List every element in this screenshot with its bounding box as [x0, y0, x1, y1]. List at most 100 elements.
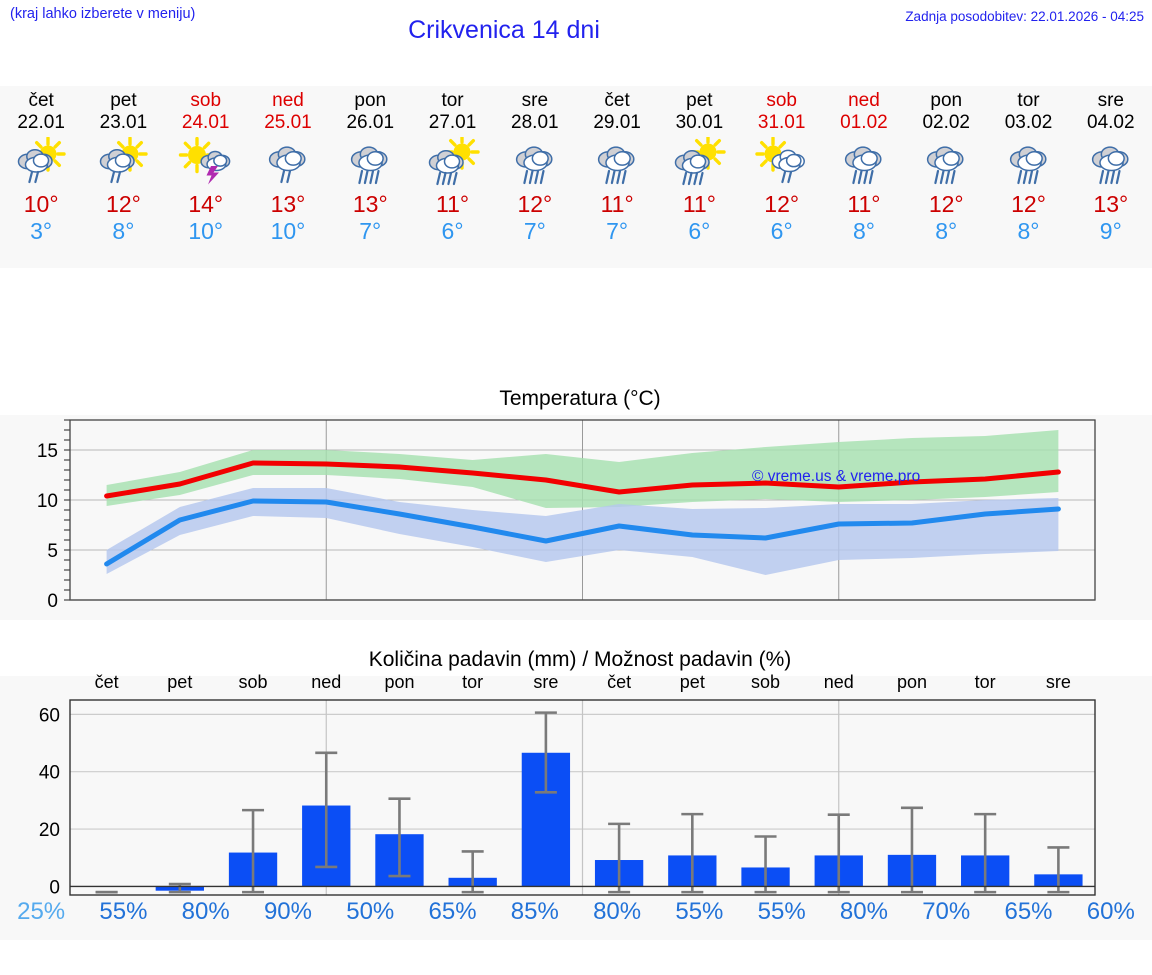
min-temperature-label: 3° [30, 218, 53, 244]
max-temperature-label: 14° [188, 191, 224, 217]
cloud-rain-icon [494, 137, 576, 191]
precipitation-probability-label: 60% [1086, 898, 1135, 925]
precip-day-label: ned [824, 672, 854, 692]
precipitation-probability-label: 50% [346, 898, 395, 925]
precipitation-chart-svg: čet pet sob ned pon tor sre čet pet sob ned pon tor s… [39, 672, 1096, 898]
last-update-text: Zadnja posodobitev: 22.01.2026 - 04:25 [905, 9, 1144, 24]
precip-day-label: pet [680, 672, 705, 692]
precipitation-probability-label: 55% [757, 898, 806, 925]
max-temperature-label: 11° [600, 191, 634, 217]
precip-day-label: tor [462, 672, 483, 692]
temperature-chart-title: Temperatura (°C) [499, 387, 661, 410]
sun-cloud-rain-light-icon [741, 137, 823, 191]
min-temperature-label: 9° [1099, 218, 1122, 244]
day-of-week-label: sob [766, 90, 797, 111]
max-temperature-label: 12° [517, 191, 553, 217]
cloud-rain-icon [823, 137, 905, 191]
header-bar: (kraj lahko izberete v meniju) Crikvenic… [0, 0, 1152, 50]
daily-forecast-strip: čet 22.01 10° 3° pet 23.01 12° 8° sob 24.01 14° 10°… [0, 86, 1152, 268]
precip-day-label: čet [607, 672, 631, 692]
precip-day-label: pet [167, 672, 192, 692]
svg-text:60: 60 [39, 705, 60, 726]
precipitation-chart-title: Količina padavin (mm) / Možnost padavin … [368, 648, 792, 671]
precip-day-label: pon [384, 672, 414, 692]
day-date-label: 25.01 [264, 112, 312, 133]
sun-cloud-thunder-icon [165, 137, 247, 191]
min-temperature-label: 7° [523, 218, 546, 244]
page-title: Crikvenica 14 dni [408, 16, 600, 44]
day-column[interactable]: pon 26.01 13° 7° [329, 86, 411, 268]
svg-text:20: 20 [39, 820, 60, 841]
day-of-week-label: ned [848, 90, 880, 111]
day-column[interactable]: pet 30.01 11° 6° [658, 86, 740, 268]
precipitation-probability-label: 80% [181, 898, 230, 925]
day-date-label: 03.02 [1004, 112, 1053, 133]
day-column[interactable]: sob 24.01 14° 10° [165, 86, 247, 268]
precipitation-probability-label: 65% [1004, 898, 1053, 925]
precipitation-probability-label: 55% [99, 898, 148, 925]
max-temperature-label: 12° [764, 191, 800, 217]
day-date-label: 29.01 [593, 112, 641, 133]
max-temperature-label: 11° [847, 191, 881, 217]
day-date-label: 01.02 [840, 112, 888, 133]
svg-text:10: 10 [37, 491, 58, 512]
day-column[interactable]: sob 31.01 12° 6° [741, 86, 823, 268]
min-temperature-label: 10° [188, 218, 224, 244]
day-column[interactable]: tor 03.02 12° 8° [987, 86, 1069, 268]
day-of-week-label: sre [521, 90, 549, 111]
svg-text:40: 40 [39, 763, 60, 784]
min-temperature-label: 6° [441, 218, 464, 244]
svg-text:5: 5 [47, 541, 58, 562]
day-of-week-label: čet [28, 90, 54, 111]
precip-day-label: pon [897, 672, 927, 692]
day-date-label: 24.01 [181, 112, 230, 133]
precipitation-probability-label: 55% [675, 898, 724, 925]
min-temperature-label: 8° [1017, 218, 1040, 244]
min-temperature-label: 10° [270, 218, 306, 244]
cloud-rain-icon [329, 137, 411, 191]
day-date-label: 28.01 [511, 112, 559, 133]
day-of-week-label: čet [604, 90, 630, 111]
max-temperature-label: 13° [270, 191, 306, 217]
sun-cloud-rain-heavy-icon [411, 137, 493, 191]
day-date-label: 31.01 [757, 112, 806, 133]
day-column[interactable]: sre 28.01 12° 7° [494, 86, 576, 268]
day-date-label: 27.01 [428, 112, 477, 133]
min-temperature-label: 7° [606, 218, 629, 244]
precipitation-probability-label: 70% [922, 898, 971, 925]
day-column[interactable]: čet 29.01 11° 7° [576, 86, 658, 268]
precipitation-probability-label: 90% [263, 898, 312, 925]
day-column[interactable]: ned 25.01 13° 10° [247, 86, 329, 268]
max-temperature-label: 12° [106, 191, 141, 217]
temperature-chart-section: Temperatura (°C) 0 5 10 15 [0, 380, 1152, 620]
max-temperature-label: 13° [1093, 191, 1129, 217]
day-of-week-label: tor [441, 90, 464, 111]
day-date-label: 30.01 [675, 112, 724, 133]
max-temperature-label: 11° [436, 191, 470, 217]
precipitation-probability-label: 80% [593, 898, 642, 925]
day-column[interactable]: pet 23.01 12° 8° [82, 86, 164, 268]
precip-day-label: sob [751, 672, 780, 692]
day-date-label: 04.02 [1087, 112, 1135, 133]
precip-day-label: sre [1046, 672, 1071, 692]
min-temperature-label: 8° [935, 218, 958, 244]
min-temperature-label: 8° [852, 218, 875, 244]
day-date-label: 02.02 [922, 112, 970, 133]
menu-hint-text: (kraj lahko izberete v meniju) [10, 6, 196, 22]
day-of-week-label: pet [686, 90, 713, 111]
day-column[interactable]: čet 22.01 10° 3° [0, 86, 82, 268]
day-of-week-label: ned [272, 90, 304, 111]
max-temperature-label: 11° [682, 191, 716, 217]
precip-day-label: sre [533, 672, 558, 692]
copyright-text: © vreme.us & vreme.pro [752, 468, 921, 485]
svg-text:0: 0 [47, 591, 58, 612]
day-column[interactable]: tor 27.01 11° 6° [411, 86, 493, 268]
max-temperature-label: 12° [928, 191, 964, 217]
day-column[interactable]: sre 04.02 13° 9° [1070, 86, 1152, 268]
sun-cloud-rain-icon [0, 137, 82, 191]
min-temperature-label: 6° [770, 218, 793, 244]
day-column[interactable]: ned 01.02 11° 8° [823, 86, 905, 268]
day-column[interactable]: pon 02.02 12° 8° [905, 86, 987, 268]
max-temperature-label: 13° [352, 191, 388, 217]
day-of-week-label: pon [354, 90, 387, 111]
